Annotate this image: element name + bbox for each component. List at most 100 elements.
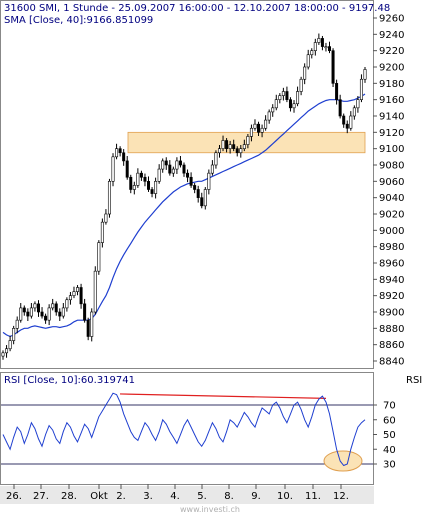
rsi-trend-line [119, 393, 327, 399]
candle-body [65, 299, 69, 309]
candle-body [253, 123, 257, 129]
candle-body [349, 115, 353, 129]
candle-body [328, 46, 332, 51]
candle-body [264, 119, 268, 129]
candle-body [115, 148, 119, 158]
candle-body [54, 303, 58, 313]
candle-body [210, 164, 214, 174]
price-tick-label: 9180 [379, 79, 404, 90]
price-tick-label: 9140 [379, 112, 404, 123]
candle-body [58, 311, 62, 317]
candle-body [150, 189, 154, 194]
candle-body [225, 140, 229, 149]
candle-body [214, 152, 218, 166]
price-tick-label: 9240 [379, 30, 404, 41]
rsi-tick-label: 50 [383, 430, 396, 441]
date-tick-label: 10. [277, 491, 293, 502]
rsi-tick-label: 30 [383, 460, 396, 471]
candle-body [331, 50, 335, 84]
candle-body [352, 107, 356, 117]
candle-body [342, 115, 346, 125]
candle-body [83, 303, 87, 321]
candle-body [203, 189, 207, 207]
candle-body [221, 140, 225, 149]
candle-body [242, 144, 246, 149]
candle-body [122, 152, 126, 162]
date-tick-label: Okt [90, 491, 108, 502]
price-tick-label: 9260 [379, 14, 404, 25]
price-tick-label: 9160 [379, 95, 404, 106]
candle-body [15, 319, 19, 329]
candle-body [288, 99, 292, 109]
candle-body [228, 144, 232, 149]
candle-body [143, 176, 147, 182]
candle-body [335, 83, 339, 100]
candle-body [61, 307, 65, 317]
candle-body [207, 172, 211, 190]
candle-body [33, 303, 37, 309]
candle-body [175, 160, 179, 170]
price-tick-label: 9080 [379, 161, 404, 172]
date-tick-label: 27. [33, 491, 49, 502]
candle-body [36, 303, 40, 313]
candle-body [363, 69, 367, 80]
candle-body [86, 319, 90, 337]
candle-body [310, 50, 314, 56]
candle-body [260, 127, 264, 133]
date-tick-label: 2. [116, 491, 126, 502]
candle-body [107, 181, 111, 215]
candle-body [157, 168, 161, 182]
price-tick-label: 9020 [379, 210, 404, 221]
price-tick-label: 9040 [379, 193, 404, 204]
date-tick-label: 8. [224, 491, 234, 502]
candle-body [47, 307, 51, 321]
candle-body [257, 123, 261, 133]
candle-body [51, 303, 55, 309]
candle-body [292, 103, 296, 109]
price-tick-label: 9060 [379, 177, 404, 188]
candle-body [12, 328, 16, 341]
candle-body [285, 91, 289, 100]
candle-body [345, 123, 349, 129]
candle-body [182, 164, 186, 174]
price-tick-label: 8980 [379, 242, 404, 253]
candle-body [232, 144, 236, 149]
candle-body [246, 136, 250, 145]
candle-body [317, 38, 321, 43]
candle-body [299, 78, 303, 92]
candle-body [93, 270, 97, 313]
candle-body [320, 38, 324, 47]
candle-body [100, 221, 104, 243]
candle-body [267, 111, 271, 121]
candle-body [5, 348, 9, 354]
date-tick-label: 5. [197, 491, 207, 502]
price-tick-label: 9000 [379, 226, 404, 237]
candle-body [178, 160, 182, 166]
candle-body [356, 99, 360, 109]
date-tick-label: 4. [170, 491, 180, 502]
sma-line [2, 93, 366, 338]
candle-body [118, 148, 122, 154]
date-tick-label: 9. [251, 491, 261, 502]
price-tick-label: 8920 [379, 291, 404, 302]
date-axis-bar [0, 486, 374, 504]
rsi-panel-frame [0, 372, 374, 485]
candle-body [111, 156, 115, 182]
candle-body [154, 181, 158, 194]
candle-body [125, 160, 129, 178]
rsi-axis-title: RSI [406, 375, 422, 386]
candle-body [68, 295, 72, 301]
date-tick-label: 3. [143, 491, 153, 502]
price-tick-label: 9220 [379, 46, 404, 57]
candle-body [40, 311, 44, 317]
date-tick-label: 12. [333, 491, 349, 502]
candle-body [147, 181, 151, 190]
candle-body [271, 107, 275, 113]
candle-body [168, 164, 172, 174]
candle-body [164, 160, 168, 166]
price-tick-label: 9200 [379, 63, 404, 74]
candle-body [44, 315, 48, 321]
rsi-line [2, 392, 366, 467]
